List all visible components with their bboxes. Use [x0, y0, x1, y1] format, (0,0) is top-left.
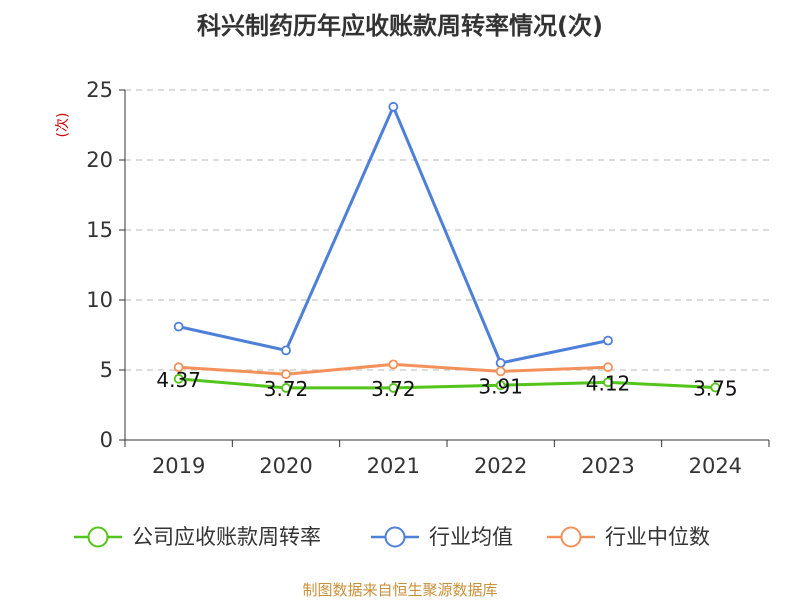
legend-marker [560, 526, 582, 548]
y-tick-label: 0 [100, 428, 113, 452]
x-tick-label: 2024 [689, 454, 742, 478]
data-point [388, 359, 399, 370]
y-tick-label: 25 [86, 78, 113, 102]
series-line [178, 105, 609, 365]
legend-label: 公司应收账款周转率 [132, 525, 321, 549]
data-point [495, 366, 506, 377]
data-label: 3.91 [478, 374, 523, 398]
data-point [173, 373, 184, 384]
y-tick-label: 15 [86, 218, 113, 242]
data-point [495, 358, 506, 368]
data-point [281, 383, 291, 393]
data-point [281, 369, 291, 380]
source-note: 制图数据来自恒生聚源数据库 [302, 581, 498, 599]
chart-title: 科兴制药历年应收账款周转率情况(次) [197, 12, 603, 40]
axes: 0 5 10 15 20 25 2019 2020 2021 2022 2023 2024 (次) [55, 78, 770, 478]
y-tick-label: 5 [100, 358, 113, 382]
x-tick-label: 2021 [367, 454, 420, 478]
data-labels: 4.37 3.72 3.72 3.91 4.12 3.75 [156, 368, 737, 401]
data-label: 4.12 [586, 371, 631, 395]
data-label: 3.72 [371, 377, 416, 401]
x-tick-label: 2022 [474, 454, 527, 478]
data-point [603, 362, 613, 373]
data-point [710, 382, 721, 393]
data-point [495, 380, 506, 391]
legend-marker [384, 526, 406, 548]
legend-label: 行业中位数 [605, 525, 710, 549]
data-point [603, 377, 613, 388]
legend-label: 行业均值 [429, 525, 513, 549]
data-point [173, 362, 184, 373]
data-point [173, 321, 184, 332]
x-tick-label: 2023 [581, 454, 634, 478]
x-tick-label: 2020 [259, 454, 312, 478]
y-axis-label: (次) [55, 113, 71, 138]
legend: 公司应收账款周转率 行业均值 行业中位数 [74, 525, 710, 549]
series-lines [173, 101, 721, 393]
data-point [388, 101, 399, 112]
x-tick-label: 2019 [152, 454, 205, 478]
data-label: 3.75 [693, 377, 738, 401]
data-label: 4.37 [156, 368, 201, 392]
y-tick-label: 20 [86, 148, 113, 172]
data-label: 3.72 [264, 377, 309, 401]
data-point [603, 335, 613, 346]
data-point [281, 345, 291, 356]
data-point [388, 383, 399, 393]
series-line [178, 377, 716, 390]
legend-marker [87, 526, 109, 548]
grid-lines [125, 89, 769, 371]
y-tick-label: 10 [86, 288, 113, 312]
